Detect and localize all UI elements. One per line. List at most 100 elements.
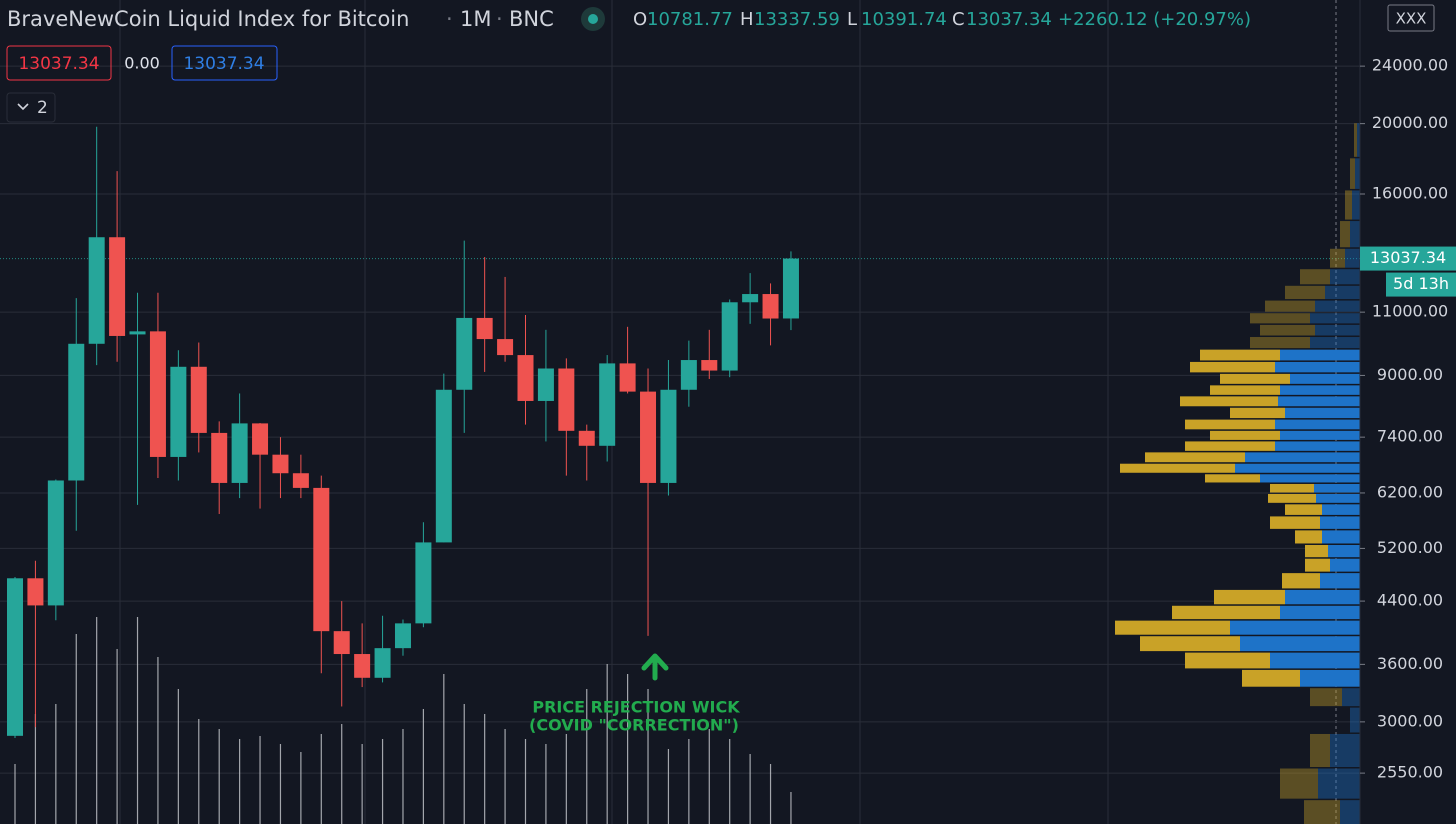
- input-value[interactable]: 13037.34: [18, 54, 99, 74]
- profile-up: [1305, 544, 1328, 558]
- profile-down: [1290, 373, 1360, 384]
- candle-body: [537, 368, 554, 401]
- y-tick-label: 3600.00: [1377, 654, 1443, 673]
- profile-down: [1330, 558, 1360, 572]
- countdown-tag: [1386, 272, 1456, 297]
- profile-up: [1242, 669, 1300, 687]
- candle-body: [211, 432, 228, 483]
- candle-body: [394, 623, 411, 649]
- corner-label[interactable]: XXX: [1396, 10, 1427, 28]
- y-tick-label: 11000.00: [1372, 302, 1448, 321]
- ohlc-key: H: [740, 9, 754, 30]
- candle-body: [149, 331, 166, 457]
- price-axis-labels: 24000.00 20000.00 16000.00 11000.00 9000.00 7…: [1360, 56, 1456, 782]
- input-value[interactable]: 0.00: [124, 54, 160, 73]
- chevron: [17, 103, 29, 111]
- y-tick-label: 5200.00: [1377, 538, 1443, 557]
- profile-down: [1352, 190, 1360, 220]
- profile-down: [1355, 158, 1360, 189]
- profile-up: [1220, 373, 1290, 384]
- candle-body: [701, 360, 718, 371]
- profile-up: [1295, 530, 1322, 544]
- profile-down: [1342, 688, 1360, 707]
- profile-up: [1310, 733, 1330, 768]
- profile-up: [1214, 589, 1285, 605]
- candle-body: [88, 237, 105, 344]
- profile-down: [1270, 652, 1360, 669]
- ohlc-value: 10391.74: [861, 9, 947, 30]
- profile-up: [1205, 474, 1260, 483]
- profile-up: [1185, 652, 1270, 669]
- profile-up: [1330, 248, 1345, 268]
- annotation-text: PRICE REJECTION WICK: [532, 698, 740, 717]
- profile-up: [1185, 441, 1275, 451]
- candle-body: [27, 578, 44, 606]
- countdown: 5d 13h: [1393, 274, 1449, 293]
- collapsed-count[interactable]: 2: [37, 98, 48, 118]
- y-tick-label: 2550.00: [1377, 763, 1443, 782]
- profile-down: [1245, 452, 1360, 463]
- corner-box[interactable]: [1387, 4, 1435, 32]
- profile-up: [1250, 337, 1310, 349]
- profile-up: [1200, 349, 1280, 361]
- candle-body: [558, 368, 575, 431]
- profile-up: [1268, 493, 1316, 503]
- ohlc-key: O: [633, 9, 647, 30]
- profile-down: [1240, 636, 1360, 652]
- y-tick-label: 3000.00: [1377, 711, 1443, 730]
- profile-down: [1260, 474, 1360, 483]
- profile-up: [1210, 430, 1280, 440]
- profile-down: [1285, 589, 1360, 605]
- input-box[interactable]: [171, 45, 278, 81]
- profile-up: [1120, 463, 1235, 473]
- candle-body: [619, 363, 636, 392]
- profile-up: [1140, 636, 1240, 652]
- profile-down: [1280, 385, 1360, 395]
- price-axis: [1360, 0, 1456, 824]
- candle-body: [782, 258, 799, 319]
- profile-up: [1285, 504, 1322, 515]
- profile-up: [1260, 324, 1315, 336]
- profile-up: [1172, 605, 1280, 620]
- candle-body: [231, 423, 248, 483]
- profile-up: [1285, 285, 1325, 300]
- profile-down: [1315, 324, 1360, 336]
- collapse-button[interactable]: [6, 92, 56, 123]
- candle-body: [252, 423, 269, 455]
- separator: ·: [496, 7, 503, 31]
- profile-down: [1315, 300, 1360, 312]
- y-tick-label: 16000.00: [1372, 183, 1448, 202]
- profile-up: [1300, 269, 1330, 285]
- ohlc-key: C: [952, 9, 965, 30]
- profile-up: [1354, 123, 1357, 157]
- profile-down: [1357, 123, 1360, 157]
- profile-down: [1230, 620, 1360, 635]
- input-value[interactable]: 13037.34: [183, 54, 264, 74]
- profile-down: [1330, 733, 1360, 768]
- candle-body: [762, 294, 779, 319]
- profile-up: [1310, 688, 1342, 707]
- profile-down: [1316, 493, 1360, 503]
- price-tag-label: 13037.34: [1370, 248, 1446, 267]
- candle-body: [109, 237, 126, 336]
- candle-body: [190, 366, 207, 433]
- profile-down: [1300, 669, 1360, 687]
- profile-down: [1235, 463, 1360, 473]
- profile-up: [1270, 483, 1314, 493]
- candle-body: [476, 317, 493, 340]
- candle-body: [599, 363, 616, 446]
- profile-down: [1322, 530, 1360, 544]
- profile-up: [1340, 221, 1350, 248]
- profile-up: [1350, 158, 1355, 189]
- candle-body: [742, 294, 759, 303]
- candle-body: [497, 339, 514, 356]
- profile-up: [1210, 385, 1280, 395]
- candle-body: [354, 654, 371, 678]
- y-tick-label: 7400.00: [1377, 427, 1443, 446]
- y-tick-label: 6200.00: [1377, 482, 1443, 501]
- candle-body: [517, 355, 534, 401]
- grid-layer: [0, 65, 1360, 774]
- input-box[interactable]: [6, 45, 112, 81]
- status-dot: [588, 14, 598, 24]
